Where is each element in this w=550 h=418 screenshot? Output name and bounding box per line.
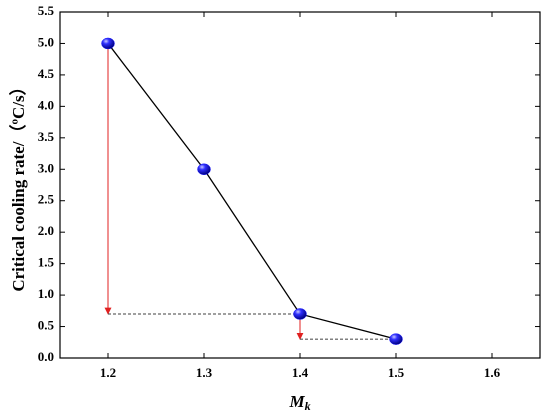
data-point (197, 163, 211, 176)
x-tick-label: 1.2 (100, 365, 116, 380)
y-tick-label: 3.5 (38, 129, 55, 144)
y-tick-label: 2.5 (38, 192, 55, 207)
plot-frame (59, 11, 541, 359)
x-axis-title-main: M (288, 392, 305, 411)
data-point (101, 37, 115, 50)
y-axis-title: Critical cooling rate/（ºC/s） (8, 78, 28, 291)
y-tick-label: 5.0 (38, 34, 54, 49)
data-point (293, 308, 307, 320)
x-tick-label: 1.3 (196, 365, 213, 380)
y-tick-label: 0.5 (38, 318, 55, 333)
y-tick-label: 2.0 (38, 223, 54, 238)
x-tick-label: 1.6 (484, 365, 501, 380)
x-tick-label: 1.4 (292, 365, 309, 380)
data-point (389, 333, 403, 345)
y-tick-label: 3.0 (38, 160, 54, 175)
x-tick-label: 1.5 (388, 365, 405, 380)
data-line (107, 43, 397, 340)
x-axis-title: Mk (288, 392, 310, 413)
y-tick-label: 4.5 (38, 66, 55, 81)
y-tick-label: 1.5 (38, 255, 55, 270)
y-tick-label: 4.0 (38, 97, 54, 112)
y-tick-label: 0.0 (38, 349, 54, 364)
y-tick-label: 5.5 (38, 3, 55, 18)
x-axis-title-sub: k (305, 399, 311, 413)
y-tick-label: 1.0 (38, 286, 54, 301)
